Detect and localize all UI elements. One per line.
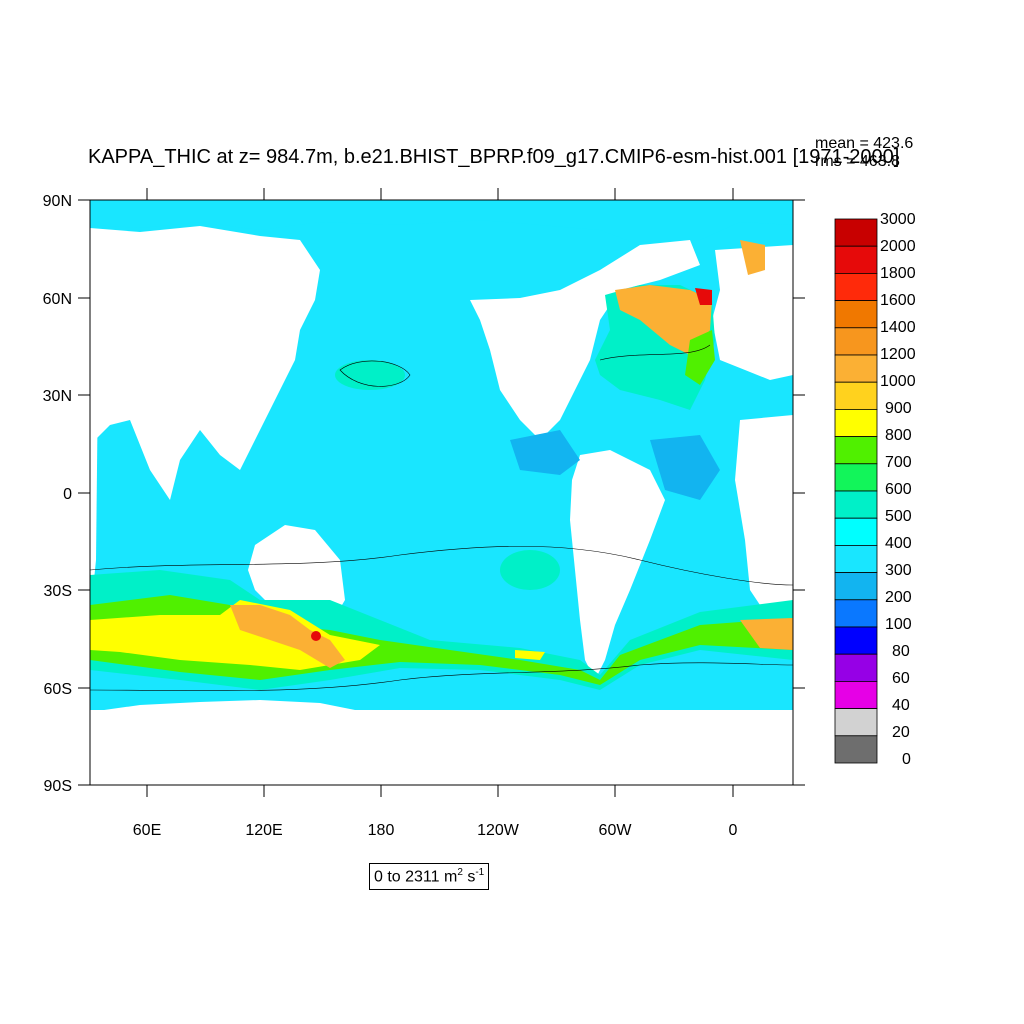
colorbar-swatch (834, 735, 878, 764)
lat-axis: 90N 60N 30N 0 30S 60S 90S (43, 193, 805, 795)
colorbar-label: 80 (892, 643, 910, 660)
colorbar-swatch (834, 626, 878, 655)
north-atlantic-red (695, 288, 712, 305)
mean-value: mean = 423.6 (815, 135, 914, 152)
colorbar-swatch (834, 681, 878, 710)
colorbar (834, 218, 878, 764)
colorbar-swatch (834, 708, 878, 737)
south-pacific-patch (500, 550, 560, 590)
colorbar-label: 100 (885, 616, 912, 633)
acc-orange-patch (230, 605, 345, 668)
contour-line (90, 662, 793, 692)
colorbar-swatch (834, 381, 878, 410)
contour-line (599, 344, 711, 361)
colorbar-label: 200 (885, 589, 912, 606)
map-field (90, 200, 793, 785)
colorbar-swatch (834, 354, 878, 383)
range-sup-1: 2 (457, 867, 463, 878)
lon-axis: 60E 120E 180 120W 60W 0 (133, 188, 738, 839)
colorbar-swatch (834, 408, 878, 437)
lat-label: 30S (44, 583, 72, 600)
atlantic-low-patch (650, 435, 720, 500)
lon-label: 120W (477, 822, 520, 839)
lat-label: 90N (43, 193, 72, 210)
colorbar-label: 1200 (880, 346, 916, 363)
lat-label: 0 (63, 486, 72, 503)
lat-label: 90S (44, 778, 72, 795)
colorbar-label: 3000 (880, 211, 916, 228)
africa-edge-land (90, 378, 98, 600)
colorbar-label: 300 (885, 562, 912, 579)
contour-line (339, 360, 411, 387)
range-sup-2: -1 (475, 867, 485, 878)
south-america-land (570, 450, 665, 680)
colorbar-label: 800 (885, 427, 912, 444)
colorbar-swatch (834, 218, 878, 247)
africa-land (735, 415, 793, 620)
colorbar-label: 1400 (880, 319, 916, 336)
lon-label: 0 (729, 822, 738, 839)
colorbar-label: 1000 (880, 373, 916, 390)
north-atlantic-green (685, 330, 715, 385)
range-label: 0 to 2311 m2 s-1 (369, 863, 490, 891)
contour-line (90, 545, 793, 586)
colorbar-label: 900 (885, 400, 912, 417)
antarctica-land (90, 700, 793, 785)
colorbar-swatch (834, 436, 878, 465)
colorbar-label: 1800 (880, 265, 916, 282)
colorbar-label: 1600 (880, 292, 916, 309)
colorbar-label: 20 (892, 724, 910, 741)
range-mid: s (462, 868, 476, 886)
colorbar-label: 700 (885, 454, 912, 471)
colorbar-label: 500 (885, 508, 912, 525)
range-prefix: 0 to 2311 m (374, 868, 458, 886)
colorbar-swatch (834, 300, 878, 329)
north-america-land (470, 240, 700, 440)
colorbar-swatch (834, 545, 878, 574)
colorbar-label: 0 (902, 751, 911, 768)
lon-label: 60W (599, 822, 633, 839)
colorbar-swatch (834, 599, 878, 628)
colorbar-label: 40 (892, 697, 910, 714)
rms-value: rms = 463.8 (815, 153, 900, 170)
colorbar-swatch (834, 245, 878, 274)
atlantic-acc-orange (740, 618, 793, 650)
colorbar-label: 2000 (880, 238, 916, 255)
colorbar-swatch (834, 490, 878, 519)
colorbar-swatch (834, 653, 878, 682)
lon-label: 60E (133, 822, 161, 839)
pacific-acc-yellow (515, 650, 545, 660)
tasman-red-spot (311, 631, 321, 641)
north-atlantic-orange (615, 285, 712, 355)
lon-label: 120E (245, 822, 282, 839)
colorbar-label: 400 (885, 535, 912, 552)
colorbar-label: 600 (885, 481, 912, 498)
lon-label: 180 (368, 822, 395, 839)
colorbar-swatch (834, 327, 878, 356)
arctic-ocean (90, 200, 793, 245)
tropical-low-patch (510, 430, 580, 475)
stats-block: mean = 423.6 rms = 463.8 (815, 135, 913, 171)
lat-label: 30N (43, 388, 72, 405)
colorbar-swatch (834, 463, 878, 492)
colorbar-label: 60 (892, 670, 910, 687)
nordic-orange (740, 240, 765, 275)
north-pacific-patch (335, 360, 405, 390)
colorbar-swatch (834, 517, 878, 546)
plot-title: KAPPA_THIC at z= 984.7m, b.e21.BHIST_BPR… (88, 146, 900, 168)
asia-land (90, 226, 320, 500)
lat-label: 60N (43, 291, 72, 308)
europe-land (712, 245, 793, 380)
colorbar-swatch (834, 572, 878, 601)
colorbar-swatch (834, 272, 878, 301)
lat-label: 60S (44, 681, 72, 698)
